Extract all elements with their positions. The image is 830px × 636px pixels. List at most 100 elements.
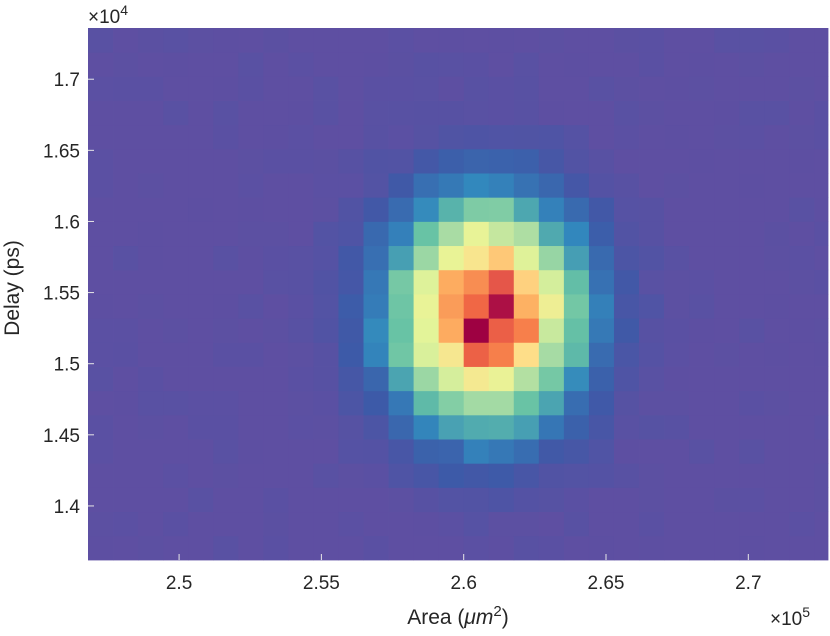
heatmap-cell [288, 76, 314, 101]
heatmap-cell [488, 197, 515, 222]
heatmap-cell [463, 366, 490, 392]
heatmap-cell [188, 342, 214, 367]
heatmap-cell [714, 294, 740, 319]
heatmap-cell [88, 52, 114, 77]
heatmap-cell [563, 100, 590, 126]
heatmap-cell [739, 52, 765, 77]
y-tick-label: 1.5 [54, 355, 80, 376]
heatmap-cell [438, 221, 465, 247]
heatmap-cell [488, 366, 515, 392]
heatmap-cell [313, 463, 339, 488]
heatmap-cell [639, 439, 665, 464]
heatmap-cell [488, 124, 515, 150]
heatmap-cell [664, 100, 690, 126]
heatmap-cell [388, 487, 414, 513]
heatmap-cell [238, 390, 264, 416]
heatmap-cell [388, 28, 414, 53]
heatmap-cell [613, 390, 640, 416]
heatmap-cell [338, 294, 364, 319]
heatmap-cell [138, 463, 164, 488]
heatmap-cell [689, 294, 715, 319]
heatmap-cell [488, 414, 515, 440]
heatmap-cell [188, 197, 214, 222]
heatmap-cell [163, 52, 189, 77]
heatmap-cell [739, 76, 765, 101]
heatmap-cell [213, 366, 239, 392]
heatmap-cell [714, 535, 740, 561]
heatmap-cell [613, 245, 640, 271]
heatmap-cell [513, 439, 540, 464]
heatmap-cell [313, 173, 339, 198]
heatmap-cell [689, 318, 715, 343]
heatmap-cell [588, 511, 615, 537]
heatmap-cell [689, 245, 715, 271]
heatmap-cell [613, 294, 640, 319]
heatmap-cell [739, 28, 765, 53]
heatmap-cell [764, 52, 790, 77]
heatmap-cell [664, 52, 690, 77]
heatmap-cell [363, 221, 389, 247]
heatmap-cell [789, 535, 815, 561]
heatmap-cell [288, 294, 314, 319]
heatmap-cell [188, 535, 214, 561]
heatmap-cell [789, 76, 815, 101]
heatmap-cell [213, 294, 239, 319]
heatmap-cell [463, 487, 490, 513]
heatmap-cell [538, 463, 565, 488]
heatmap-cell [814, 366, 829, 392]
heatmap-cell [188, 124, 214, 150]
heatmap-cell [288, 245, 314, 271]
heatmap-cell [639, 245, 665, 271]
heatmap-cell [288, 463, 314, 488]
heatmap-cell [413, 463, 440, 488]
heatmap-cell [814, 76, 829, 101]
heatmap-cell [413, 76, 440, 101]
heatmap-cell [413, 366, 440, 392]
heatmap-cell [188, 221, 214, 247]
heatmap-cell [363, 511, 389, 537]
heatmap-cell [488, 245, 515, 271]
heatmap-cell [563, 487, 590, 513]
heatmap-cell [438, 245, 465, 271]
heatmap-cell [588, 535, 615, 561]
heatmap-cell [488, 148, 515, 174]
heatmap-cell [664, 197, 690, 222]
heatmap-cell [138, 535, 164, 561]
heatmap-cell [714, 390, 740, 416]
heatmap-cell [113, 28, 139, 53]
heatmap-cell [613, 342, 640, 367]
heatmap-cell [388, 245, 414, 271]
heatmap-cell [714, 28, 740, 53]
heatmap-cell [588, 52, 615, 77]
heatmap-cell [689, 439, 715, 464]
heatmap-cell [639, 511, 665, 537]
heatmap-cell [113, 148, 139, 174]
x-axis-label: Area (μm2) [407, 603, 509, 629]
heatmap-cell [488, 487, 515, 513]
heatmap-cell [714, 269, 740, 295]
heatmap-cell [689, 535, 715, 561]
heatmap-cell [188, 318, 214, 343]
heatmap-cell [814, 221, 829, 247]
heatmap-cell [513, 487, 540, 513]
y-tick-label: 1.4 [54, 497, 81, 518]
heatmap-cell [163, 342, 189, 367]
heatmap-cell [588, 269, 615, 295]
heatmap-cell [739, 294, 765, 319]
heatmap-cell [689, 28, 715, 53]
heatmap-cell [163, 318, 189, 343]
heatmap-cell [363, 148, 389, 174]
heatmap-cell [588, 390, 615, 416]
heatmap-cell [438, 463, 465, 488]
heatmap-cell [338, 52, 364, 77]
x-tick-label: 2.7 [735, 573, 761, 594]
heatmap-cell [338, 366, 364, 392]
heatmap-cell [488, 318, 515, 343]
heatmap-cell [238, 52, 264, 77]
heatmap-cell [388, 318, 414, 343]
heatmap-cell [639, 100, 665, 126]
heatmap-cell [789, 294, 815, 319]
heatmap-cell [563, 318, 590, 343]
heatmap-cell [488, 294, 515, 319]
heatmap-cell [288, 269, 314, 295]
